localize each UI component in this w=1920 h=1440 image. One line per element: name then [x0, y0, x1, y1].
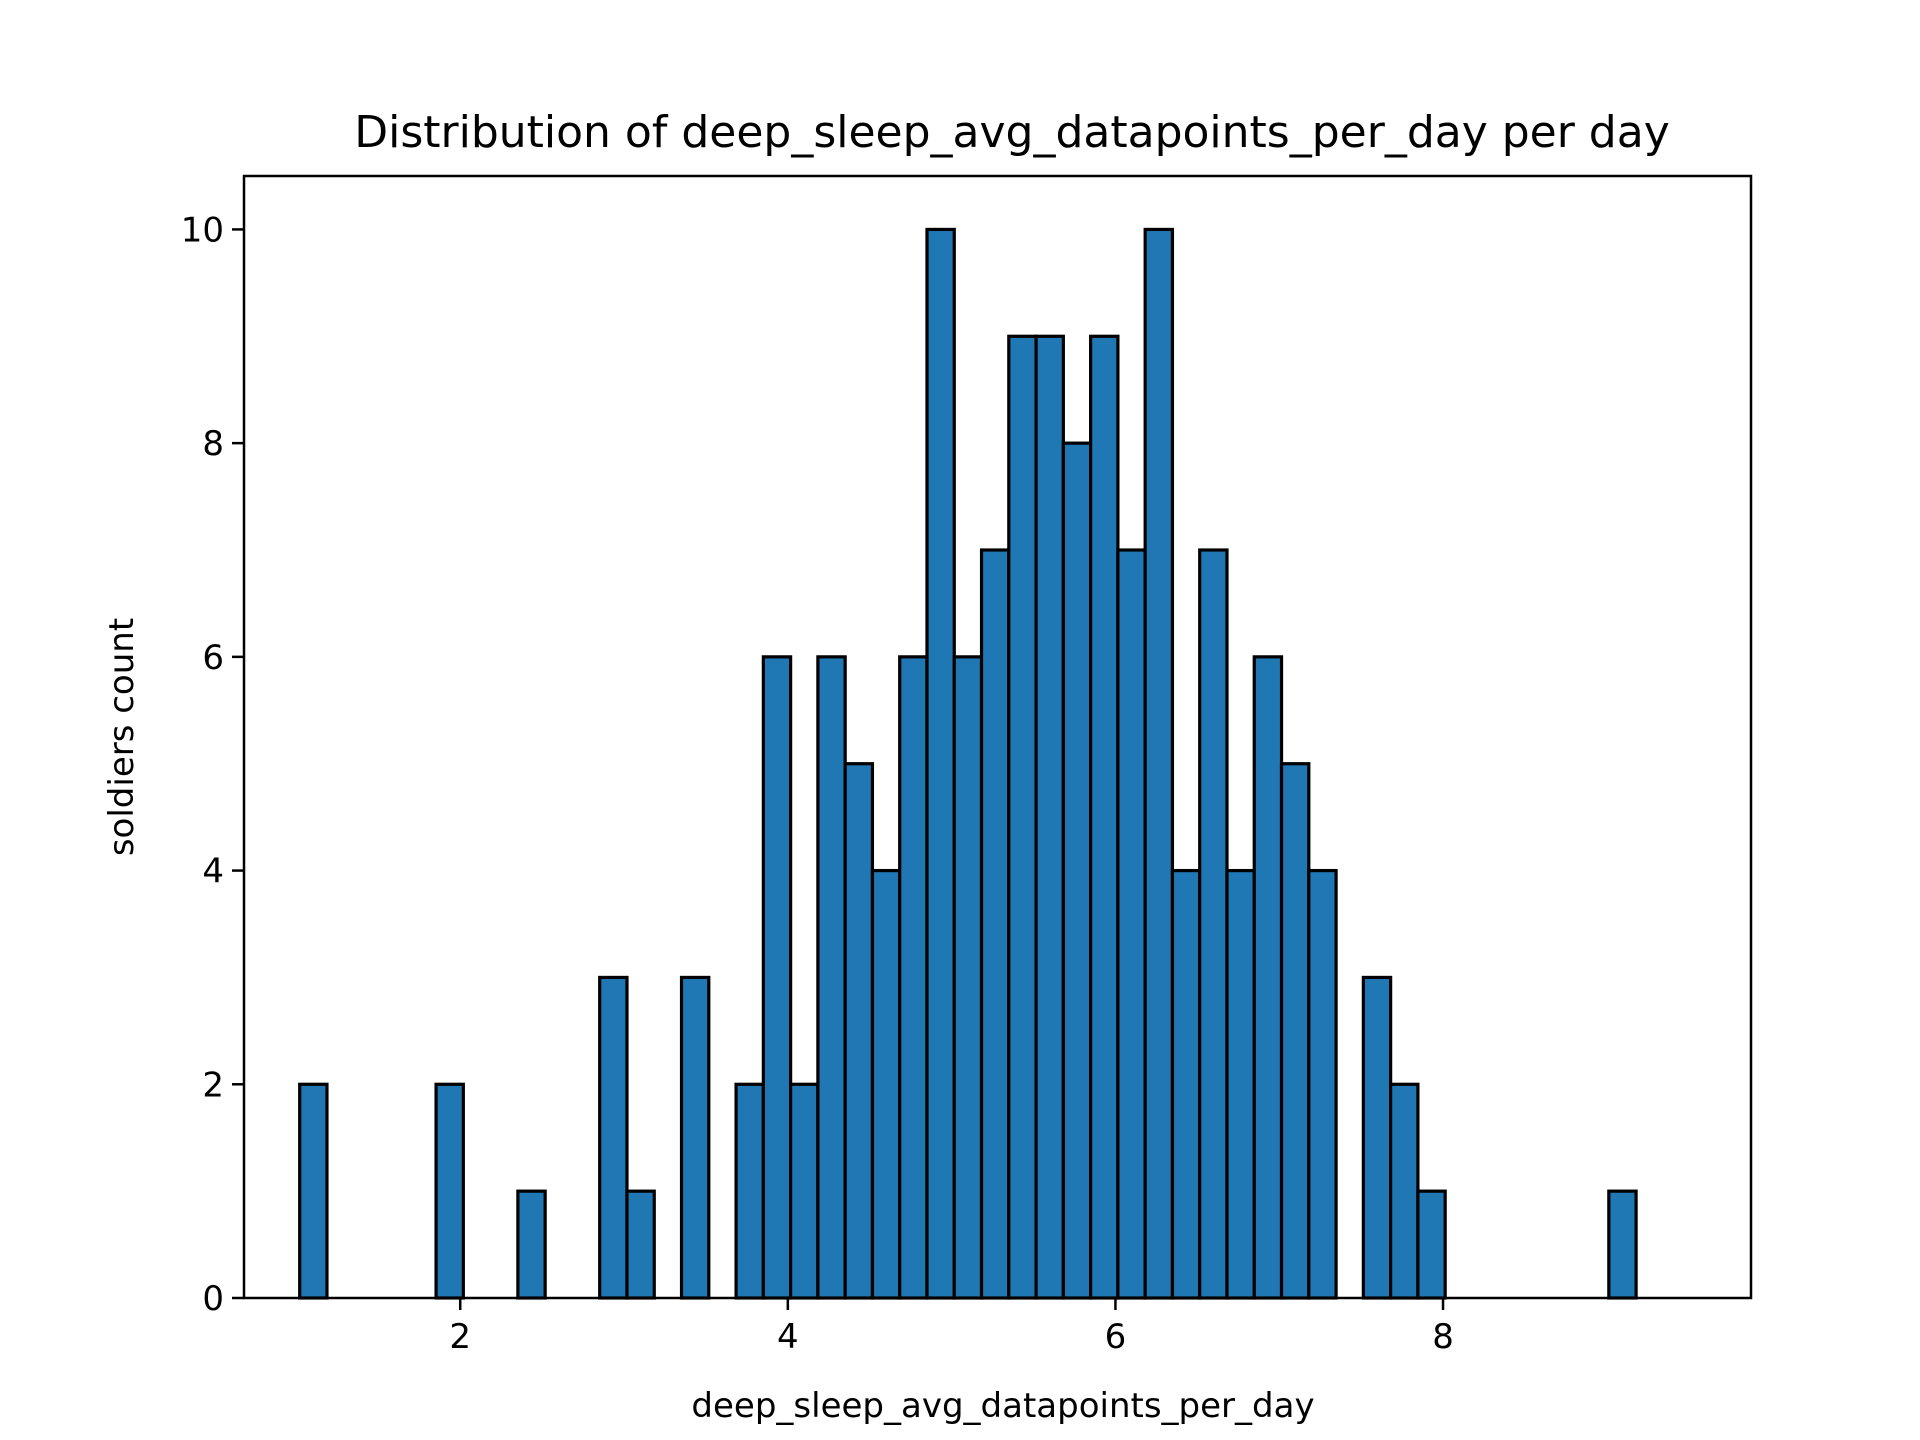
histogram-bar: [1307, 868, 1338, 1300]
histogram-bar: [816, 655, 847, 1300]
x-axis-label: deep_sleep_avg_datapoints_per_day: [691, 1386, 1314, 1426]
histogram-bar: [1416, 1189, 1447, 1300]
histogram-bar: [1170, 868, 1202, 1300]
y-tick-label: 4: [202, 852, 224, 892]
plot-frame: [242, 174, 1753, 1300]
chart-title: Distribution of deep_sleep_avg_datapoint…: [354, 107, 1670, 158]
histogram-bar: [952, 655, 984, 1300]
histogram-bar: [1607, 1189, 1638, 1300]
histogram-bar: [979, 548, 1011, 1300]
histogram-bar: [1116, 548, 1147, 1300]
y-tick-label: 0: [202, 1279, 224, 1319]
histogram-bar: [1034, 334, 1065, 1300]
histogram-bar: [1225, 868, 1256, 1300]
histogram-bar: [1198, 548, 1229, 1300]
histogram-bar: [679, 975, 711, 1300]
y-tick-label: 2: [202, 1065, 224, 1105]
histogram-bar: [870, 868, 902, 1300]
histogram-bar: [434, 1082, 465, 1300]
histogram-bar: [1089, 334, 1120, 1300]
histogram-bar: [1279, 762, 1311, 1300]
histogram-bar: [789, 1082, 820, 1300]
y-tick-label: 10: [181, 210, 224, 250]
bars-group: [298, 227, 1638, 1300]
histogram-bar: [516, 1189, 547, 1300]
histogram-bar: [298, 1082, 329, 1300]
y-axis-ticks: 0 2 4 6 8 10: [181, 210, 244, 1319]
histogram-bar: [1361, 975, 1393, 1300]
histogram-bar: [898, 655, 929, 1300]
y-tick-label: 8: [202, 424, 224, 464]
histogram-bar: [1389, 1082, 1420, 1300]
histogram-bar: [625, 1189, 656, 1300]
x-axis-ticks: 2 4 6 8: [449, 1298, 1454, 1357]
histogram-bar: [1252, 655, 1284, 1300]
x-tick-label: 2: [449, 1317, 471, 1357]
histogram-bar: [761, 655, 793, 1300]
histogram-bar: [1007, 334, 1038, 1300]
x-tick-label: 8: [1432, 1317, 1454, 1357]
histogram-bar: [925, 227, 956, 1300]
y-axis-label: soldiers count: [102, 618, 142, 856]
histogram-bar: [1143, 227, 1175, 1300]
x-tick-label: 6: [1105, 1317, 1127, 1357]
y-tick-label: 6: [202, 638, 224, 678]
histogram-bar: [1061, 441, 1093, 1300]
histogram-bar: [734, 1082, 765, 1300]
x-tick-label: 4: [777, 1317, 799, 1357]
histogram-bar: [598, 975, 629, 1300]
histogram-bar: [843, 762, 875, 1300]
